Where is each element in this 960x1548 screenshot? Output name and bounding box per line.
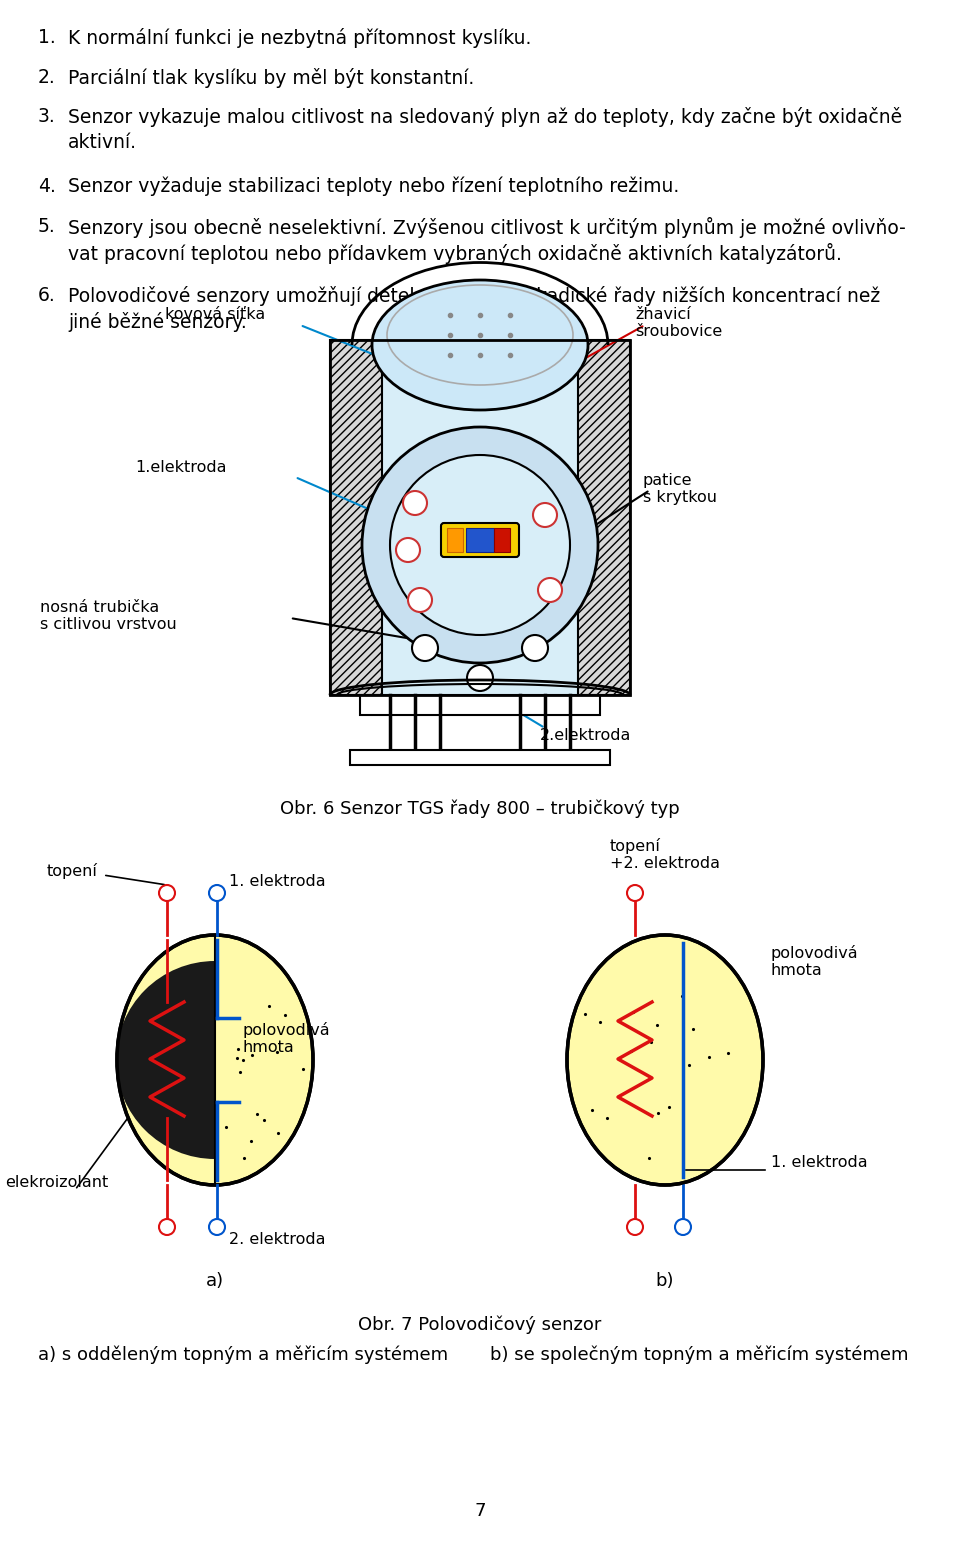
Circle shape	[362, 427, 598, 663]
Circle shape	[467, 666, 493, 690]
Circle shape	[209, 1218, 225, 1235]
Text: 1. elektroda: 1. elektroda	[771, 1155, 868, 1170]
Text: K normální funkci je nezbytná přítomnost kyslíku.: K normální funkci je nezbytná přítomnost…	[68, 28, 532, 48]
Text: 1. elektroda: 1. elektroda	[229, 873, 325, 889]
Text: 7: 7	[474, 1502, 486, 1520]
Circle shape	[627, 885, 643, 901]
Text: 1.: 1.	[38, 28, 56, 46]
Text: Obr. 7 Polovodičový senzor: Obr. 7 Polovodičový senzor	[358, 1314, 602, 1333]
Text: a): a)	[206, 1272, 224, 1289]
Circle shape	[538, 577, 562, 602]
Text: polovodivá
hmota: polovodivá hmota	[243, 1022, 330, 1056]
Ellipse shape	[567, 935, 763, 1186]
Ellipse shape	[117, 935, 313, 1186]
Text: topení: topení	[47, 862, 98, 879]
Circle shape	[159, 885, 175, 901]
Circle shape	[396, 539, 420, 562]
Text: žhavicí
šroubovice: žhavicí šroubovice	[635, 307, 722, 339]
Text: a) s odděleným topným a měřicím systémem: a) s odděleným topným a měřicím systémem	[38, 1345, 448, 1364]
Circle shape	[675, 1218, 691, 1235]
Circle shape	[159, 1218, 175, 1235]
Text: 4.: 4.	[38, 176, 56, 195]
Text: elekroizolant: elekroizolant	[5, 1175, 108, 1190]
Circle shape	[412, 635, 438, 661]
Text: Senzor vykazuje malou citlivost na sledovaný plyn až do teploty, kdy začne být o: Senzor vykazuje malou citlivost na sledo…	[68, 107, 902, 152]
Circle shape	[533, 503, 557, 526]
Text: Parciální tlak kyslíku by měl být konstantní.: Parciální tlak kyslíku by měl být konsta…	[68, 68, 474, 88]
Circle shape	[522, 635, 548, 661]
Text: b): b)	[656, 1272, 674, 1289]
Text: 6.: 6.	[38, 286, 56, 305]
Text: b) se společným topným a měřicím systémem: b) se společným topným a měřicím systéme…	[490, 1345, 908, 1364]
Ellipse shape	[372, 280, 588, 410]
Text: 2.elektroda: 2.elektroda	[540, 728, 632, 743]
Text: patice
s krytkou: patice s krytkou	[643, 474, 717, 505]
Text: kovová síťka: kovová síťka	[165, 307, 265, 322]
Circle shape	[390, 455, 570, 635]
Circle shape	[403, 491, 427, 515]
Text: 5.: 5.	[38, 217, 56, 235]
Bar	[578, 341, 630, 695]
Text: 2. elektroda: 2. elektroda	[229, 1232, 325, 1246]
Text: Obr. 6 Senzor TGS řady 800 – trubičkový typ: Obr. 6 Senzor TGS řady 800 – trubičkový …	[280, 800, 680, 819]
Text: polovodivá
hmota: polovodivá hmota	[771, 944, 858, 978]
Text: topení
+2. elektroda: topení +2. elektroda	[610, 837, 720, 872]
Bar	[360, 695, 600, 715]
Circle shape	[408, 588, 432, 611]
Wedge shape	[116, 961, 215, 1159]
Bar	[494, 528, 510, 553]
Bar	[447, 528, 463, 553]
Bar	[382, 341, 578, 695]
Bar	[330, 341, 630, 695]
Text: 1.elektroda: 1.elektroda	[135, 460, 227, 475]
Text: Senzory jsou obecně neselektivní. Zvýšenou citlivost k určitým plynům je možné o: Senzory jsou obecně neselektivní. Zvýšen…	[68, 217, 905, 265]
Text: Polovodičové senzory umožňují detekci až o tři dekadické řady nižších koncentrac: Polovodičové senzory umožňují detekci až…	[68, 286, 880, 331]
Bar	[350, 749, 610, 765]
Text: nosná trubička
s citlivou vrstvou: nosná trubička s citlivou vrstvou	[40, 601, 177, 633]
Circle shape	[209, 885, 225, 901]
Text: 3.: 3.	[38, 107, 56, 127]
Text: 2.: 2.	[38, 68, 56, 87]
FancyBboxPatch shape	[441, 523, 519, 557]
Bar	[466, 528, 494, 553]
Bar	[330, 341, 382, 695]
Text: Senzor vyžaduje stabilizaci teploty nebo řízení teplotního režimu.: Senzor vyžaduje stabilizaci teploty nebo…	[68, 176, 680, 197]
Circle shape	[627, 1218, 643, 1235]
